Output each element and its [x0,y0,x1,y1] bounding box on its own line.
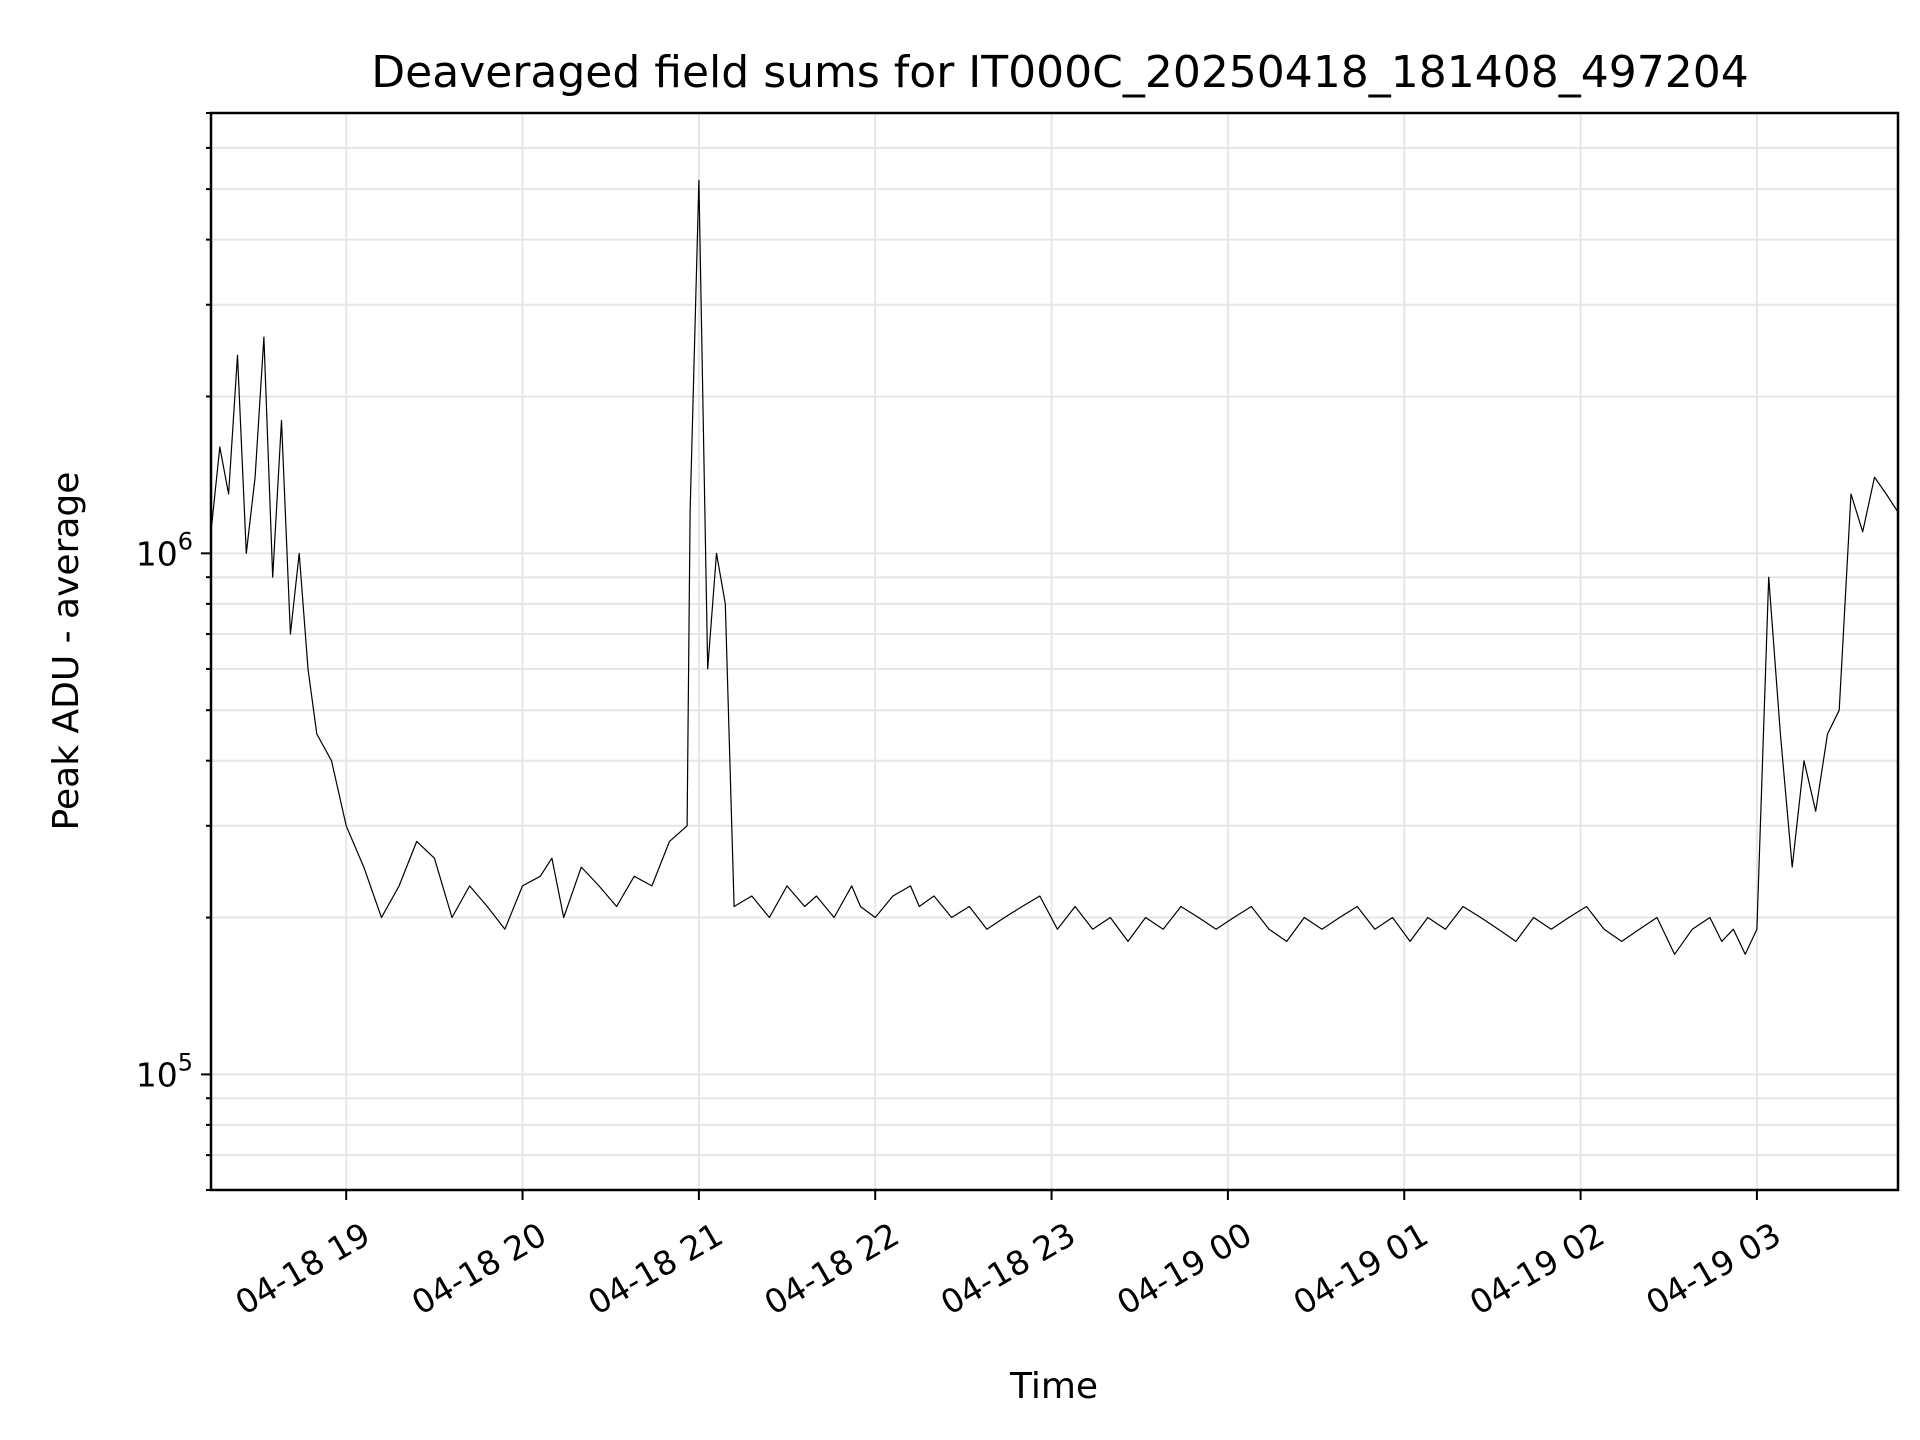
x-axis-label: Time [1009,1366,1098,1407]
x-tick-label: 04-19 02 [1463,1215,1611,1323]
y-tick-label: 105 [136,1048,193,1094]
series-line [210,179,1899,955]
x-tick-label: 04-18 21 [581,1215,729,1323]
y-tick-label: 106 [136,527,193,573]
x-tick-labels: 04-18 19 04-18 20 04-18 21 04-18 22 04-18 23… [229,1215,1788,1323]
x-tick-label: 04-19 03 [1639,1215,1787,1323]
x-tick-label: 04-19 00 [1110,1215,1258,1323]
plot-frame [209,111,1900,1192]
axis-ticks [201,112,1758,1200]
x-tick-label: 04-18 23 [934,1215,1082,1323]
x-tick-label: 04-18 20 [405,1215,553,1323]
grid-lines [211,112,1898,1191]
x-tick-label: 04-18 22 [758,1215,906,1323]
chart-title: Deaveraged field sums for IT000C_2025041… [371,47,1748,98]
x-tick-label: 04-18 19 [229,1215,377,1323]
y-tick-labels: 105 106 [136,527,193,1094]
x-tick-label: 04-19 01 [1287,1215,1435,1323]
y-axis-label: Peak ADU - average [46,472,87,831]
